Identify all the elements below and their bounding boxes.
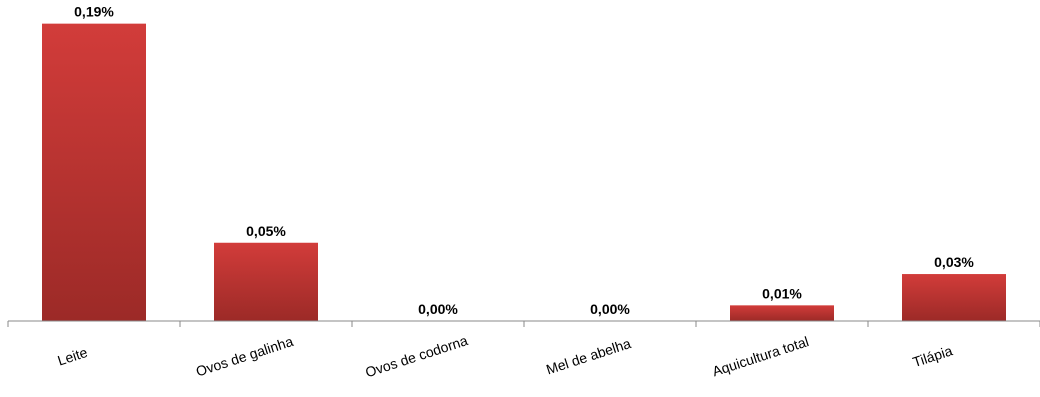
data-label: 0,01%	[762, 285, 802, 301]
data-label: 0,00%	[590, 301, 630, 317]
x-axis	[7, 320, 1040, 327]
x-tick-label: Mel de abelha	[544, 335, 633, 377]
data-labels-group: 0,19% 0,05% 0,00% 0,00% 0,01% 0,03%	[74, 4, 974, 317]
x-tick-label: Ovos de galinha	[194, 333, 295, 380]
bar	[42, 23, 146, 322]
data-label: 0,05%	[246, 223, 286, 239]
bar	[214, 242, 318, 321]
data-label: 0,00%	[418, 301, 458, 317]
x-tick-label: Ovos de codorna	[363, 332, 470, 380]
bar	[730, 305, 834, 321]
x-tick-label: Tilápia	[911, 342, 955, 370]
bar	[902, 274, 1006, 321]
data-label: 0,19%	[74, 4, 114, 20]
data-label: 0,03%	[934, 254, 974, 270]
x-tick-labels-group: Leite Ovos de galinha Ovos de codorna Mel d…	[56, 332, 955, 380]
x-tick-label: Aquicultura total	[710, 333, 810, 379]
x-tick-label: Leite	[56, 344, 90, 369]
bars-group	[42, 23, 1006, 322]
